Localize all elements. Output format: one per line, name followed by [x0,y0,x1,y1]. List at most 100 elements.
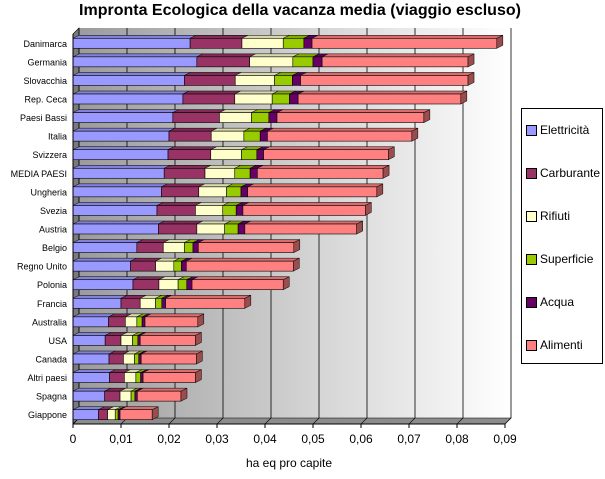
bar-canada-alimenti-top [141,350,203,355]
bar-australia-alimenti [144,316,199,328]
bar-slovacchia-carburante [184,75,236,86]
bar-germania-rifiuti-top [249,53,299,58]
bar-slovacchia-elettricit--top [72,72,191,76]
bar-rep-ceca-rifiuti-top [234,90,279,95]
bar-end-svezia [365,202,372,216]
gridline-floor [408,417,416,425]
bar-end-svizzera [388,146,395,161]
legend-swatch [526,339,537,351]
bar-paesi-bassi-superficie [251,112,270,123]
bar-spagna-alimenti-top [137,387,188,392]
bar-regno-unito-elettricit- [72,260,131,272]
bar-austria-carburante-top [158,220,203,225]
category-label: Rep. Ceca [24,95,67,105]
bar-australia-carburante [108,316,126,328]
x-tick-label: 0,06 [349,432,373,446]
bar-ungheria-acqua [240,186,249,198]
bar-canada-carburante [108,353,124,365]
category-label: Svizzera [32,150,67,160]
legend-label: Acqua [540,295,575,309]
axes [72,34,505,425]
bar-francia-alimenti [165,297,246,309]
bar-francia-superficie [155,297,163,309]
bar-danimarca-carburante-top [190,35,249,39]
bar-svezia-alimenti [242,205,366,216]
bar-usa-elettricit- [72,335,106,346]
bar-rep-ceca-alimenti [297,93,462,105]
bar-germania-carburante [196,56,250,68]
bar-slovacchia-elettricit- [72,75,185,86]
tick-labels: 0 0,01 0,02 0,03 0,04 0,05 0,06 0,07 0,08 0,09 [70,424,517,446]
bar-svizzera-alimenti-top [263,146,395,150]
bar-francia-rifiuti [139,297,156,309]
bar-polonia-rifiuti [158,279,179,291]
bar-slovacchia-carburante-top [184,72,242,76]
bar-paesi-bassi-rifiuti [219,112,252,123]
bar-germania-elettricit--top [72,53,203,58]
bar-svizzera-carburante [167,149,212,161]
bar-danimarca-elettricit--top [72,35,197,39]
bar-italia-elettricit--top [72,127,176,132]
x-tick-label: 0,08 [445,432,469,446]
bar-spagna-carburante [104,390,121,402]
gridline-floor [168,417,176,425]
category-label: Francia [37,299,67,309]
bar-usa-elettricit--top [72,332,112,336]
bar-polonia-alimenti [191,279,284,291]
category-label: Spagna [36,392,67,402]
bar-usa-rifiuti [120,335,133,346]
bar-canada-elettricit--top [72,350,116,355]
category-label: Svezia [40,206,67,216]
category-label: Belgio [42,243,67,253]
legend-swatch [526,210,537,222]
category-label: MEDIA PAESI [11,169,67,179]
gridline-floor [504,417,512,425]
bar-altri-paesi-superficie [135,372,141,383]
bar-end-rep-ceca [460,90,468,105]
bar-paesi-bassi-carburante-top [172,109,226,113]
bar-giappone-rifiuti [107,409,116,421]
category-label: Regno Unito [17,262,67,272]
bar-belgio-alimenti-top [198,239,300,243]
bar-end-regno-unito [293,257,300,272]
legend-label: Alimenti [540,338,583,352]
bars [72,34,504,421]
bar-end-austria [356,220,363,235]
bar-danimarca-acqua [303,37,313,49]
bar-belgio-elettricit--top [72,239,143,243]
bar-giappone-alimenti-top [119,406,159,410]
bar-polonia-superficie [177,279,188,291]
category-label: Ungheria [30,187,67,197]
legend-item: Rifiuti [526,208,570,224]
x-tick-label: 0,09 [493,432,517,446]
bar-australia-rifiuti [125,316,138,328]
bar-svezia-alimenti-top [242,202,372,206]
bar-francia-elettricit--top [72,295,128,299]
bar-rep-ceca-acqua [289,93,299,105]
bar-svezia-superficie [222,205,237,216]
bar-svizzera-acqua [256,149,264,161]
category-label: Polonia [37,280,67,290]
bar-usa-alimenti [139,335,196,346]
bar-slovacchia-alimenti-top [300,72,475,76]
bar-altri-paesi-rifiuti [124,372,137,383]
bar-svezia-elettricit--top [72,202,164,206]
bar-ungheria-alimenti [247,186,378,198]
bar-altri-paesi-carburante [109,372,125,383]
bar-germania-rifiuti [249,56,294,68]
bar-italia-alimenti [267,130,413,142]
bar-rep-ceca-superficie [271,93,290,105]
bar-media-paesi-alimenti [257,167,384,179]
bar-danimarca-carburante [189,37,243,49]
bar-giappone-superficie [114,409,119,421]
legend-label: Superficie [540,252,594,266]
bar-end-germania [467,53,475,68]
bar-regno-unito-alimenti-top [186,257,300,262]
legend-swatch [526,167,537,179]
bar-austria-carburante [158,223,198,235]
gridline-floor [456,417,464,425]
bar-slovacchia-rifiuti-top [235,72,281,76]
bar-altri-paesi-alimenti [142,372,196,383]
bar-svizzera-rifiuti [210,149,242,161]
